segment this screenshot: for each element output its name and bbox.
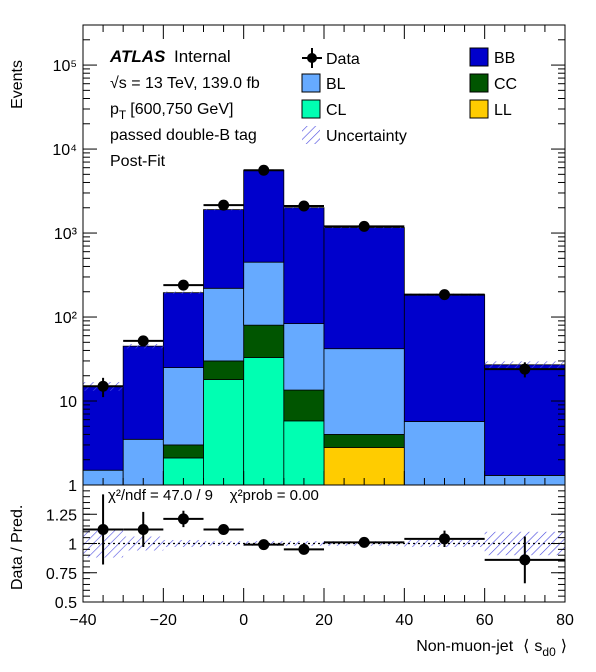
- ratio-ytick-label: 0.75: [46, 566, 77, 583]
- legend-bl-swatch: [301, 73, 321, 93]
- x-tick-label: −40: [69, 612, 96, 629]
- data-point: [258, 164, 270, 176]
- legend-bb-label: BB: [494, 50, 515, 67]
- legend-data-marker: [307, 53, 317, 63]
- bar-bl: [162, 367, 204, 446]
- data-point: [358, 220, 370, 232]
- x-tick-label: 20: [315, 612, 333, 629]
- legend-cl-label: CL: [326, 102, 347, 119]
- ratio-point: [218, 523, 230, 535]
- main-ylabel: Events: [9, 60, 26, 109]
- main-ytick-label: 10²: [54, 310, 78, 327]
- x-axis-label: Non-muon-jet ⟨ sd0 ⟩: [416, 638, 567, 659]
- bar-bb: [243, 169, 285, 263]
- legend-data: Data: [302, 48, 360, 68]
- bar-bb: [484, 364, 566, 476]
- legend-cc-swatch: [469, 73, 489, 93]
- legend-cc-label: CC: [494, 76, 517, 93]
- legend-uncertainty-swatch: [302, 126, 320, 144]
- ratio-ytick-label: 0.5: [55, 595, 77, 612]
- bar-cl: [203, 379, 245, 486]
- data-point: [298, 200, 310, 212]
- fit-label: Post-Fit: [110, 153, 166, 170]
- data-point: [519, 363, 531, 375]
- ratio-ylabel: Data / Pred.: [9, 505, 26, 590]
- data-point: [137, 335, 149, 347]
- data-point: [97, 380, 109, 392]
- bar-bb: [323, 227, 405, 350]
- bar-bl: [122, 438, 164, 486]
- atlas-label: ATLAS: [109, 47, 166, 66]
- x-tick-label: 80: [556, 612, 574, 629]
- ratio-panel: 0.5 0.75 1 1.25 −40 −20 0 20 40 60 80 χ²/ndf = 47…: [9, 484, 574, 659]
- legend-cl-swatch: [301, 99, 321, 119]
- energy-label: √s = 13 TeV, 139.0 fb: [110, 75, 260, 92]
- legend-bl: BL: [301, 73, 346, 93]
- legend-cl: CL: [301, 99, 347, 119]
- ratio-point: [519, 554, 531, 566]
- ratio-point: [358, 536, 370, 548]
- bar-bl: [243, 261, 285, 326]
- legend: ATLAS Internal √s = 13 TeV, 139.0 fb pT[…: [109, 47, 517, 170]
- ratio-ytick-label: 1.25: [46, 507, 77, 524]
- x-tick-label: 0: [239, 612, 248, 629]
- bar-bl: [403, 421, 486, 486]
- bar-bb: [82, 385, 124, 471]
- bar-bb: [162, 292, 204, 368]
- legend-ll-label: LL: [494, 102, 512, 119]
- x-tick-label: 60: [476, 612, 494, 629]
- bar-cl: [283, 420, 325, 486]
- ratio-point: [258, 539, 270, 551]
- ratio-point: [298, 543, 310, 555]
- legend-ll-swatch: [469, 99, 489, 119]
- data-point: [218, 199, 230, 211]
- bar-cc: [283, 389, 325, 422]
- bar-bb: [122, 345, 164, 440]
- bar-bl: [323, 348, 405, 435]
- bar-cc: [323, 434, 405, 448]
- main-panel: 1 10 10² 10³ 10⁴ 10⁵ Events ATLAS Internal √s…: [9, 24, 566, 495]
- bar-cc: [203, 360, 245, 380]
- legend-bb-swatch: [469, 47, 489, 67]
- tag-label: passed double-B tag: [110, 127, 257, 144]
- main-ytick-label: 10: [59, 394, 77, 411]
- main-ytick-label: 10⁴: [52, 142, 77, 159]
- legend-cc: CC: [469, 73, 517, 93]
- bar-bl: [283, 323, 325, 391]
- bar-bb: [403, 294, 486, 422]
- main-ytick-label: 1: [68, 478, 77, 495]
- ratio-point: [177, 513, 189, 525]
- data-point: [439, 289, 450, 301]
- ratio-point: [137, 523, 149, 535]
- legend-bl-label: BL: [326, 76, 346, 93]
- data-point: [177, 279, 189, 291]
- ratio-annotation: χ²/ndf = 47.0 / 9 χ²prob = 0.00: [108, 487, 319, 504]
- ratio-point: [97, 523, 109, 535]
- bar-bb: [283, 207, 325, 325]
- legend-uncertainty-label: Uncertainty: [326, 128, 407, 145]
- bar-cl: [243, 357, 285, 486]
- ratio-ytick-label: 1: [68, 537, 77, 554]
- main-uncertainty-band: [163, 291, 204, 294]
- x-tick-label: 40: [395, 612, 413, 629]
- ratio-point: [439, 533, 450, 545]
- main-ytick-label: 10³: [54, 226, 78, 243]
- main-ytick-label: 10⁵: [53, 58, 77, 75]
- legend-ll: LL: [469, 99, 512, 119]
- legend-uncertainty: Uncertainty: [302, 126, 407, 145]
- bar-bl: [203, 287, 245, 362]
- bar-cc: [243, 324, 285, 358]
- legend-data-label: Data: [326, 51, 360, 68]
- internal-label: Internal: [174, 47, 231, 66]
- bar-bb: [203, 209, 245, 289]
- legend-bb: BB: [469, 47, 515, 67]
- x-tick-label: −20: [150, 612, 177, 629]
- bar-cc: [162, 444, 204, 459]
- pt-label: pT [600,750 GeV]: [110, 101, 233, 122]
